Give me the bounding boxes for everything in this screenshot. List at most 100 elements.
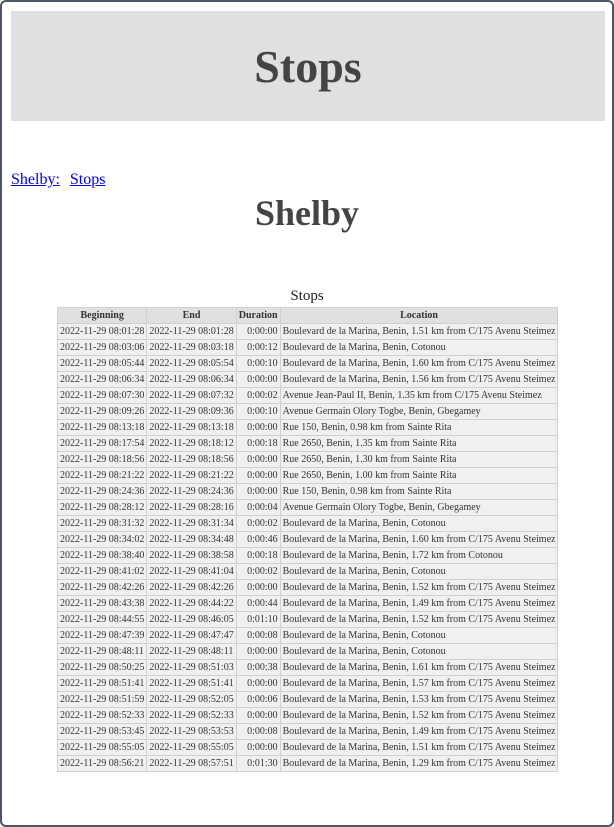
cell-end: 2022-11-29 08:52:33 (146, 707, 237, 724)
cell-beginning: 2022-11-29 08:17:54 (56, 435, 148, 452)
cell-beginning: 2022-11-29 08:41:02 (56, 563, 148, 580)
cell-location: Boulevard de la Marina, Benin, 1.60 km f… (279, 531, 559, 548)
cell-duration: 0:00:18 (235, 435, 281, 452)
table-row: 2022-11-29 08:55:05 2022-11-29 08:55:05 0:… (56, 739, 559, 756)
column-header-beginning: Beginning (56, 307, 148, 324)
column-header-duration: Duration (235, 307, 281, 324)
cell-duration: 0:00:00 (235, 467, 281, 484)
cell-location: Avenue Jean-Paul II, Benin, 1.35 km from… (279, 387, 559, 404)
cell-duration: 0:00:18 (235, 547, 281, 564)
table-row: 2022-11-29 08:51:59 2022-11-29 08:52:05 0:… (56, 691, 559, 708)
cell-end: 2022-11-29 08:07:32 (146, 387, 237, 404)
cell-duration: 0:00:04 (235, 499, 281, 516)
table-row: 2022-11-29 08:28:12 2022-11-29 08:28:16 0:… (56, 499, 559, 516)
cell-beginning: 2022-11-29 08:55:05 (56, 739, 148, 756)
table-row: 2022-11-29 08:31:32 2022-11-29 08:31:34 0:… (56, 515, 559, 532)
breadcrumb-stops-link[interactable]: Stops (69, 171, 106, 188)
table-row: 2022-11-29 08:42:26 2022-11-29 08:42:26 0:… (56, 579, 559, 596)
cell-end: 2022-11-29 08:09:36 (146, 403, 237, 420)
cell-duration: 0:00:10 (235, 355, 281, 372)
cell-beginning: 2022-11-29 08:24:36 (56, 483, 148, 500)
table-row: 2022-11-29 08:17:54 2022-11-29 08:18:12 0:… (56, 435, 559, 452)
table-row: 2022-11-29 08:43:38 2022-11-29 08:44:22 0:… (56, 595, 559, 612)
cell-duration: 0:00:00 (235, 483, 281, 500)
cell-duration: 0:00:12 (235, 339, 281, 356)
cell-duration: 0:00:00 (235, 739, 281, 756)
cell-end: 2022-11-29 08:28:16 (146, 499, 237, 516)
cell-beginning: 2022-11-29 08:09:26 (56, 403, 148, 420)
cell-beginning: 2022-11-29 08:06:34 (56, 371, 148, 388)
column-header-location: Location (279, 307, 559, 324)
cell-end: 2022-11-29 08:51:03 (146, 659, 237, 676)
table-row: 2022-11-29 08:52:33 2022-11-29 08:52:33 0:… (56, 707, 559, 724)
cell-beginning: 2022-11-29 08:13:18 (56, 419, 148, 436)
header-title: Stops (254, 40, 362, 92)
cell-location: Rue 2650, Benin, 1.30 km from Sainte Rit… (279, 451, 559, 468)
cell-location: Boulevard de la Marina, Benin, 1.51 km f… (279, 739, 559, 756)
cell-duration: 0:00:00 (235, 707, 281, 724)
cell-end: 2022-11-29 08:34:48 (146, 531, 237, 548)
cell-location: Rue 2650, Benin, 1.35 km from Sainte Rit… (279, 435, 559, 452)
cell-end: 2022-11-29 08:06:34 (146, 371, 237, 388)
table-row: 2022-11-29 08:13:18 2022-11-29 08:13:18 0:… (56, 419, 559, 436)
cell-beginning: 2022-11-29 08:05:44 (56, 355, 148, 372)
table-row: 2022-11-29 08:21:22 2022-11-29 08:21:22 0:… (56, 467, 559, 484)
cell-beginning: 2022-11-29 08:01:28 (56, 323, 148, 340)
cell-end: 2022-11-29 08:46:05 (146, 611, 237, 628)
table-row: 2022-11-29 08:24:36 2022-11-29 08:24:36 0:… (56, 483, 559, 500)
table-row: 2022-11-29 08:03:06 2022-11-29 08:03:18 0:… (56, 339, 559, 356)
cell-end: 2022-11-29 08:38:58 (146, 547, 237, 564)
cell-duration: 0:00:00 (235, 371, 281, 388)
cell-duration: 0:00:10 (235, 403, 281, 420)
cell-end: 2022-11-29 08:42:26 (146, 579, 237, 596)
table-row: 2022-11-29 08:38:40 2022-11-29 08:38:58 0:… (56, 547, 559, 564)
cell-location: Boulevard de la Marina, Benin, 1.29 km f… (279, 755, 559, 772)
cell-duration: 0:01:10 (235, 611, 281, 628)
cell-duration: 0:00:46 (235, 531, 281, 548)
cell-end: 2022-11-29 08:24:36 (146, 483, 237, 500)
cell-beginning: 2022-11-29 08:42:26 (56, 579, 148, 596)
cell-duration: 0:00:02 (235, 387, 281, 404)
cell-beginning: 2022-11-29 08:44:55 (56, 611, 148, 628)
cell-beginning: 2022-11-29 08:51:59 (56, 691, 148, 708)
table-header-row: Beginning End Duration Location (56, 307, 559, 324)
cell-location: Avenue Germain Olory Togbe, Benin, Gbega… (279, 499, 559, 516)
table-row: 2022-11-29 08:34:02 2022-11-29 08:34:48 0:… (56, 531, 559, 548)
table-row: 2022-11-29 08:50:25 2022-11-29 08:51:03 0:… (56, 659, 559, 676)
table-row: 2022-11-29 08:41:02 2022-11-29 08:41:04 0:… (56, 563, 559, 580)
cell-beginning: 2022-11-29 08:34:02 (56, 531, 148, 548)
cell-duration: 0:00:08 (235, 627, 281, 644)
cell-duration: 0:00:02 (235, 563, 281, 580)
cell-location: Boulevard de la Marina, Benin, 1.72 km f… (279, 547, 559, 564)
cell-beginning: 2022-11-29 08:28:12 (56, 499, 148, 516)
table-row: 2022-11-29 08:48:11 2022-11-29 08:48:11 0:… (56, 643, 559, 660)
cell-beginning: 2022-11-29 08:47:39 (56, 627, 148, 644)
cell-duration: 0:00:00 (235, 323, 281, 340)
cell-beginning: 2022-11-29 08:50:25 (56, 659, 148, 676)
cell-duration: 0:00:38 (235, 659, 281, 676)
cell-beginning: 2022-11-29 08:38:40 (56, 547, 148, 564)
cell-location: Boulevard de la Marina, Benin, 1.56 km f… (279, 371, 559, 388)
breadcrumb-shelby-link[interactable]: Shelby: (11, 171, 60, 188)
column-header-end: End (146, 307, 237, 324)
cell-location: Boulevard de la Marina, Benin, Cotonou (279, 515, 559, 532)
cell-end: 2022-11-29 08:48:11 (146, 643, 237, 660)
cell-duration: 0:00:00 (235, 579, 281, 596)
table-row: 2022-11-29 08:18:56 2022-11-29 08:18:56 0:… (56, 451, 559, 468)
cell-duration: 0:00:00 (235, 643, 281, 660)
cell-duration: 0:00:02 (235, 515, 281, 532)
table-row: 2022-11-29 08:05:44 2022-11-29 08:05:54 0:… (56, 355, 559, 372)
cell-end: 2022-11-29 08:53:53 (146, 723, 237, 740)
table-row: 2022-11-29 08:01:28 2022-11-29 08:01:28 0:… (56, 323, 559, 340)
cell-location: Boulevard de la Marina, Benin, 1.52 km f… (279, 611, 559, 628)
cell-location: Rue 150, Benin, 0.98 km from Sainte Rita (279, 483, 559, 500)
cell-location: Boulevard de la Marina, Benin, 1.60 km f… (279, 355, 559, 372)
table-row: 2022-11-29 08:09:26 2022-11-29 08:09:36 0:… (56, 403, 559, 420)
page-title: Shelby (254, 193, 360, 233)
cell-location: Boulevard de la Marina, Benin, Cotonou (279, 643, 559, 660)
cell-duration: 0:00:08 (235, 723, 281, 740)
cell-end: 2022-11-29 08:57:51 (146, 755, 237, 772)
cell-beginning: 2022-11-29 08:52:33 (56, 707, 148, 724)
cell-beginning: 2022-11-29 08:51:41 (56, 675, 148, 692)
cell-beginning: 2022-11-29 08:56:21 (56, 755, 148, 772)
